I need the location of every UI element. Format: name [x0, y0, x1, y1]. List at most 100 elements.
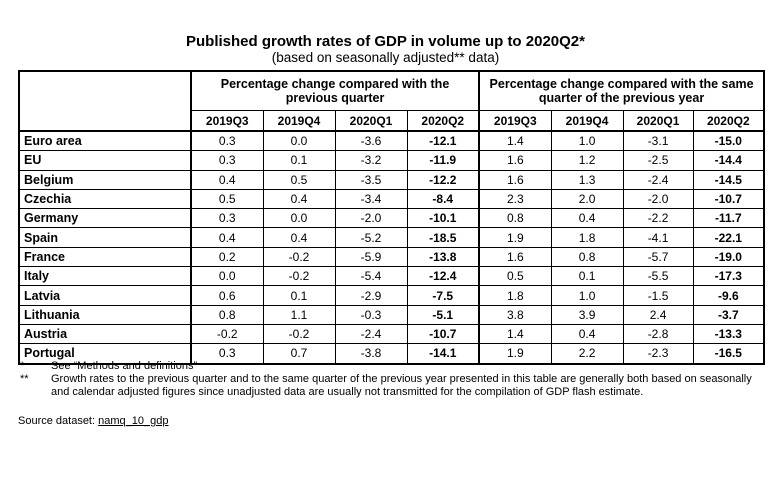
value-cell: 0.4 — [550, 324, 624, 345]
table-row: Germany 0.3 0.0 -2.0 -10.1 0.8 0.4 -2.2 -11.7 — [19, 208, 765, 229]
quarter-header: 2019Q3 — [190, 110, 263, 132]
value-cell: 1.9 — [478, 343, 552, 364]
value-cell: -2.0 — [622, 189, 694, 210]
value-cell: 2.4 — [622, 305, 694, 325]
value-cell: -15.0 — [692, 131, 765, 152]
table-row: Portugal 0.3 0.7 -3.8 -14.1 1.9 2.2 -2.3 -16.5 — [19, 343, 765, 364]
value-cell: 1.9 — [478, 227, 552, 248]
value-cell: 0.0 — [262, 208, 335, 229]
table-body: Euro area 0.3 0.0 -3.6 -12.1 1.4 1.0 -3.1 -15.0 E… — [19, 131, 765, 364]
value-cell: -4.1 — [622, 227, 694, 248]
value-cell: -10.7 — [692, 189, 765, 210]
value-cell: -12.2 — [406, 170, 480, 190]
footnote-text: See “Methods and definitions” — [51, 360, 198, 372]
table-row: Latvia 0.6 0.1 -2.9 -7.5 1.8 1.0 -1.5 -9.6 — [19, 285, 765, 306]
value-cell: 0.3 — [190, 343, 263, 364]
value-cell: 2.0 — [550, 189, 624, 210]
value-cell: 1.0 — [550, 131, 624, 152]
quarter-header: 2020Q2 — [692, 110, 765, 132]
value-cell: 3.8 — [478, 305, 552, 325]
value-cell: 0.4 — [190, 227, 263, 248]
value-cell: 0.5 — [190, 189, 263, 210]
country-cell: Italy — [19, 266, 191, 287]
country-cell: France — [19, 247, 191, 268]
value-cell: 1.4 — [478, 324, 552, 345]
value-cell: 0.8 — [190, 305, 263, 325]
group-header-previous-year: Percentage change compared with the same… — [478, 71, 765, 111]
value-cell: -2.5 — [622, 150, 694, 171]
value-cell: 0.8 — [550, 247, 624, 268]
country-cell: Spain — [19, 227, 191, 248]
value-cell: 0.4 — [190, 170, 263, 190]
value-cell: -2.0 — [334, 208, 407, 229]
value-cell: 0.1 — [550, 266, 624, 287]
footnote-text: Growth rates to the previous quarter and… — [51, 373, 752, 398]
value-cell: -16.5 — [692, 343, 765, 364]
value-cell: -5.9 — [334, 247, 407, 268]
value-cell: 0.5 — [478, 266, 552, 287]
value-cell: -13.8 — [406, 247, 480, 268]
footnote-mark: ** — [20, 373, 29, 385]
value-cell: -3.6 — [334, 131, 407, 152]
value-cell: -14.5 — [692, 170, 765, 190]
value-cell: -19.0 — [692, 247, 765, 268]
value-cell: -3.1 — [622, 131, 694, 152]
value-cell: -11.9 — [406, 150, 480, 171]
footnote: * See “Methods and definitions” — [18, 360, 768, 373]
table-row: Spain 0.4 0.4 -5.2 -18.5 1.9 1.8 -4.1 -22.1 — [19, 227, 765, 248]
country-cell: Portugal — [24, 346, 75, 361]
value-cell: -3.2 — [334, 150, 407, 171]
value-cell: 1.0 — [550, 285, 624, 306]
value-cell: 0.4 — [550, 208, 624, 229]
value-cell: -17.3 — [692, 266, 765, 287]
quarter-header: 2019Q4 — [262, 110, 335, 132]
value-cell: 0.3 — [190, 150, 263, 171]
value-cell: -12.1 — [406, 131, 480, 152]
value-cell: -18.5 — [406, 227, 480, 248]
table-row: Euro area 0.3 0.0 -3.6 -12.1 1.4 1.0 -3.1 -15.0 — [19, 131, 765, 152]
footnotes: * See “Methods and definitions” ** Growt… — [18, 360, 768, 399]
country-cell: Austria — [19, 324, 191, 345]
value-cell: -8.4 — [406, 189, 480, 210]
table-row: EU 0.3 0.1 -3.2 -11.9 1.6 1.2 -2.5 -14.4 — [19, 150, 765, 171]
value-cell: 3.9 — [550, 305, 624, 325]
value-cell: -14.4 — [692, 150, 765, 171]
country-cell: Lithuania — [19, 305, 191, 325]
value-cell: -2.9 — [334, 285, 407, 306]
value-cell: 1.6 — [478, 247, 552, 268]
value-cell: -0.2 — [262, 266, 335, 287]
value-cell: 0.0 — [190, 266, 263, 287]
quarter-header: 2020Q1 — [622, 110, 694, 132]
country-cell: EU — [19, 150, 191, 171]
value-cell: -0.2 — [262, 247, 335, 268]
value-cell: -5.5 — [622, 266, 694, 287]
value-cell: 0.7 — [262, 343, 335, 364]
quarter-header: 2019Q4 — [550, 110, 624, 132]
value-cell: -2.3 — [622, 343, 694, 364]
table-subtitle: (based on seasonally adjusted** data) — [271, 50, 500, 65]
value-cell: -9.6 — [692, 285, 765, 306]
value-cell: 0.1 — [262, 285, 335, 306]
value-cell: -12.4 — [406, 266, 480, 287]
source-label: Source dataset: — [18, 415, 96, 427]
value-cell: 1.8 — [478, 285, 552, 306]
value-cell: -2.4 — [334, 324, 407, 345]
country-cell: Germany — [19, 208, 191, 229]
value-cell: -7.5 — [406, 285, 480, 306]
country-cell: Belgium — [19, 170, 191, 190]
source-dataset-link[interactable]: namq_10_gdp — [98, 415, 169, 427]
source-line: Source dataset: namq_10_gdp — [18, 415, 168, 427]
table-row: Belgium 0.4 0.5 -3.5 -12.2 1.6 1.3 -2.4 -14.5 — [19, 170, 765, 190]
value-cell: 0.4 — [262, 189, 335, 210]
value-cell: -2.4 — [622, 170, 694, 190]
value-cell: -5.1 — [406, 305, 480, 325]
value-cell: 1.1 — [262, 305, 335, 325]
footnote: ** Growth rates to the previous quarter … — [18, 373, 768, 399]
value-cell: 1.8 — [550, 227, 624, 248]
value-cell: -0.2 — [262, 324, 335, 345]
group-header-previous-quarter: Percentage change compared with the prev… — [189, 71, 480, 111]
value-cell: -5.4 — [334, 266, 407, 287]
value-cell: 0.5 — [262, 170, 335, 190]
table-row: Lithuania 0.8 1.1 -0.3 -5.1 3.8 3.9 2.4 -3.7 — [19, 305, 765, 325]
value-cell: 0.6 — [190, 285, 263, 306]
